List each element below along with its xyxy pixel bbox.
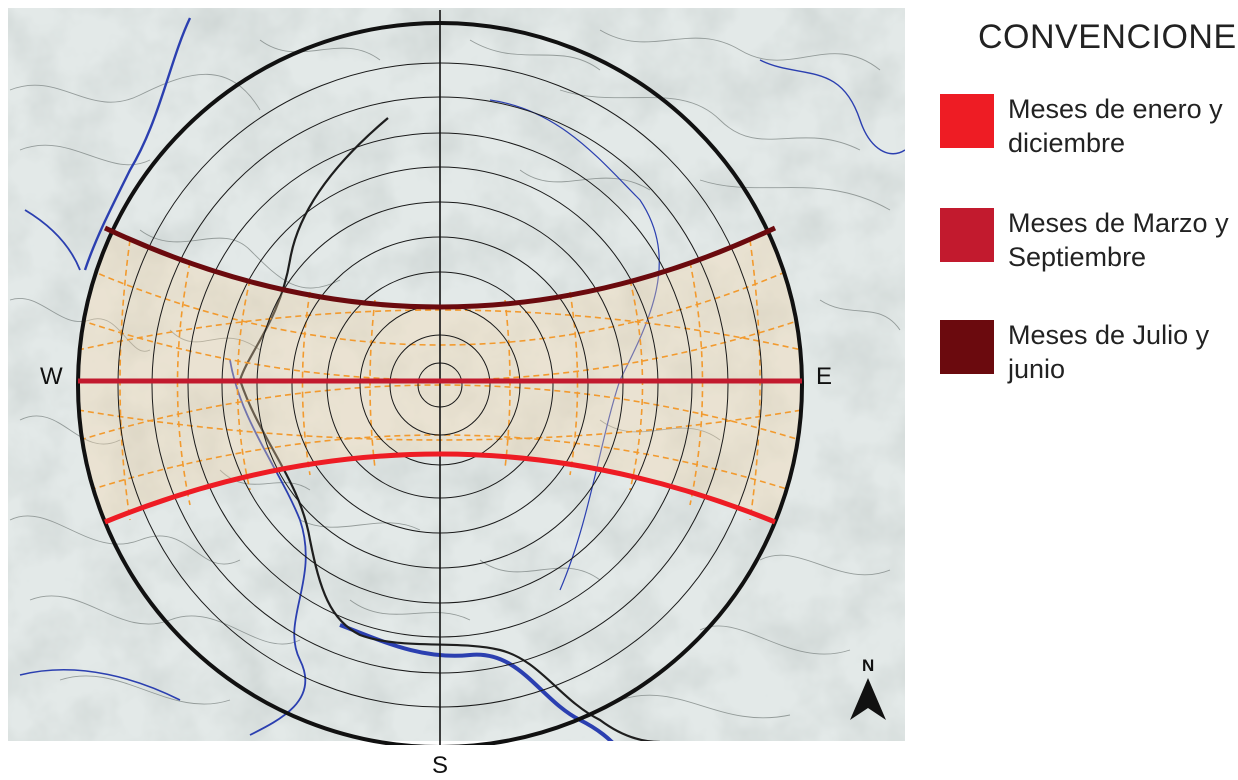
legend-label: Meses de Julio y junio	[1008, 320, 1210, 384]
solar-diagram-map	[8, 8, 905, 745]
north-arrow: N	[846, 656, 890, 722]
legend-swatch-march-september	[940, 208, 994, 262]
contour-lines	[9, 29, 901, 719]
legend-swatch-december-january	[940, 94, 994, 148]
north-label: N	[862, 656, 875, 675]
sun-path-band	[78, 228, 802, 522]
road-lines	[238, 117, 661, 741]
legend-item-december-january: Meses de enero y diciembre	[940, 92, 1238, 160]
east-label: E	[816, 363, 833, 390]
rivers	[19, 17, 905, 741]
south-label: S	[432, 752, 449, 779]
legend-title: CONVENCIONES	[978, 18, 1238, 56]
sun-path-december-january	[104, 451, 776, 525]
legend-swatch-june-july	[940, 320, 994, 374]
north-arrow-icon	[850, 678, 886, 720]
legend-item-june-july: Meses de Julio y junio	[940, 318, 1238, 386]
legend-label: Meses de Marzo y Septiembre	[1008, 208, 1229, 272]
legend-item-march-september: Meses de Marzo y Septiembre	[940, 206, 1238, 274]
sun-path-june-july	[103, 225, 777, 310]
terrain-background	[8, 8, 905, 741]
west-label: W	[40, 363, 63, 390]
legend-label: Meses de enero y diciembre	[1008, 94, 1223, 158]
